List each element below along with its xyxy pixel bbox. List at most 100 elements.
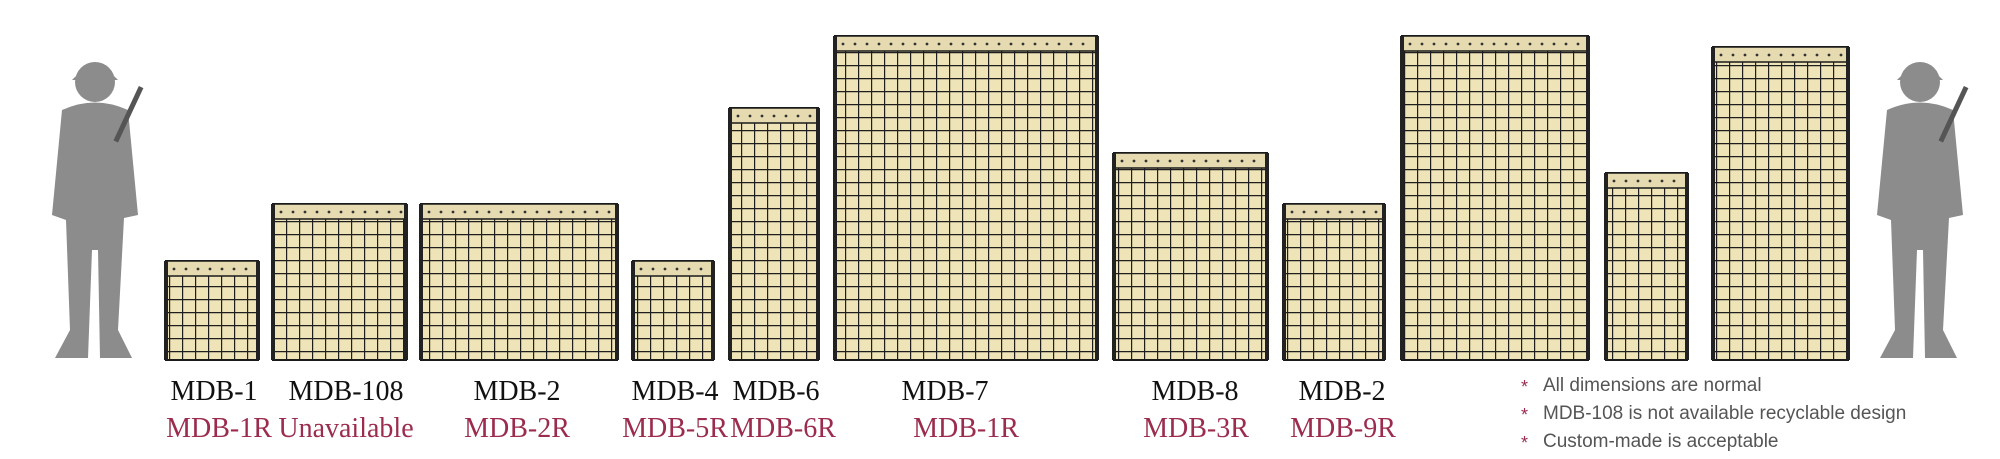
barrier-mesh: [1712, 46, 1849, 361]
barrier-dot: [651, 267, 655, 271]
barrier-top: [1283, 203, 1385, 220]
barrier-dot: [1021, 42, 1025, 46]
barrier-post: [1382, 204, 1386, 360]
barrier-post: [711, 261, 715, 360]
barrier-dot: [315, 210, 319, 214]
barrier-post: [1586, 36, 1590, 360]
note-bullet: *: [1521, 405, 1528, 425]
barrier-dot: [949, 42, 953, 46]
barrier-dot: [1192, 159, 1196, 163]
barrier: [1282, 203, 1386, 361]
barrier-dot: [1731, 53, 1735, 57]
barrier-post: [1685, 173, 1689, 360]
barrier-dot: [523, 210, 527, 214]
barrier-dot: [913, 42, 917, 46]
barrier-dot: [772, 114, 776, 118]
barrier-dot: [583, 210, 587, 214]
barrier-dot: [1045, 42, 1049, 46]
barrier-dot: [687, 267, 691, 271]
barrier-post: [164, 261, 168, 360]
barrier-dot: [1069, 42, 1073, 46]
barrier-mesh: [1283, 203, 1385, 361]
barrier-dot: [808, 114, 812, 118]
barrier-dot: [1144, 159, 1148, 163]
barrier-dot: [1314, 210, 1318, 214]
recycled-label: Unavailable: [278, 413, 413, 444]
barrier-dot: [1492, 42, 1496, 46]
barrier-dot: [985, 42, 989, 46]
note: All dimensions are normal: [1543, 375, 1762, 396]
barrier-dot: [1779, 53, 1783, 57]
barrier-dot: [1338, 210, 1342, 214]
barrier-dot: [1743, 53, 1747, 57]
model-label: MDB-7: [901, 376, 988, 407]
barrier-mesh: [165, 260, 259, 361]
barrier-dot: [1576, 42, 1580, 46]
barrier-dot: [1456, 42, 1460, 46]
barrier-dot: [1432, 42, 1436, 46]
barrier-post: [816, 108, 820, 360]
barrier-dot: [1827, 53, 1831, 57]
barrier-dot: [1326, 210, 1330, 214]
barrier-mesh: [1605, 172, 1688, 361]
barrier-dot: [184, 267, 188, 271]
barrier-post: [1711, 47, 1715, 360]
barrier-dot: [925, 42, 929, 46]
barrier-dot: [1719, 53, 1723, 57]
barrier-dot: [1033, 42, 1037, 46]
barrier-dot: [675, 267, 679, 271]
barrier-dot: [363, 210, 367, 214]
barrier-dot: [796, 114, 800, 118]
barrier-dot: [1528, 42, 1532, 46]
notes: * All dimensions are normal * MDB-108 is no…: [1521, 375, 1906, 453]
barriers: [164, 35, 1850, 361]
barrier-dot: [1755, 53, 1759, 57]
recycled-label: MDB-1R: [166, 413, 272, 444]
barrier-post: [631, 261, 635, 360]
note-bullet: *: [1521, 433, 1528, 453]
barrier-dot: [1660, 179, 1664, 183]
barrier-dot: [1168, 159, 1172, 163]
barrier-post: [1265, 153, 1269, 360]
barrier: [164, 260, 260, 361]
barrier-mesh: [729, 107, 819, 361]
barrier-dot: [375, 210, 379, 214]
barrier-dot: [639, 267, 643, 271]
barrier-dot: [571, 210, 575, 214]
barrier-dot: [973, 42, 977, 46]
barrier-top: [165, 260, 259, 277]
recycled-label: MDB-1R: [913, 413, 1019, 444]
barrier: [833, 35, 1099, 361]
barrier-post: [404, 204, 408, 360]
barrier: [419, 203, 619, 361]
barrier-dot: [535, 210, 539, 214]
barrier-dot: [663, 267, 667, 271]
barrier-dot: [784, 114, 788, 118]
barrier-dot: [399, 210, 403, 214]
barrier-post: [419, 204, 423, 360]
barrier-dot: [1612, 179, 1616, 183]
barrier-mesh: [834, 35, 1098, 361]
barrier-dot: [1480, 42, 1484, 46]
barrier-mesh: [420, 203, 618, 361]
barrier-dot: [559, 210, 563, 214]
soldier-left: [52, 62, 144, 358]
barrier-dot: [853, 42, 857, 46]
note: MDB-108 is not available recyclable desi…: [1543, 403, 1906, 424]
barrier-dot: [232, 267, 236, 271]
barrier-post: [256, 261, 260, 360]
barrier-post: [833, 36, 837, 360]
barrier: [728, 107, 820, 361]
barrier-dot: [1540, 42, 1544, 46]
barrier-dot: [1624, 179, 1628, 183]
barrier-dot: [607, 210, 611, 214]
barrier-dot: [220, 267, 224, 271]
barrier-dot: [339, 210, 343, 214]
barrier-dot: [1350, 210, 1354, 214]
barrier-dot: [291, 210, 295, 214]
barrier-dot: [595, 210, 599, 214]
model-label: MDB-108: [288, 376, 403, 407]
barrier-dot: [1252, 159, 1256, 163]
barrier-dot: [1420, 42, 1424, 46]
